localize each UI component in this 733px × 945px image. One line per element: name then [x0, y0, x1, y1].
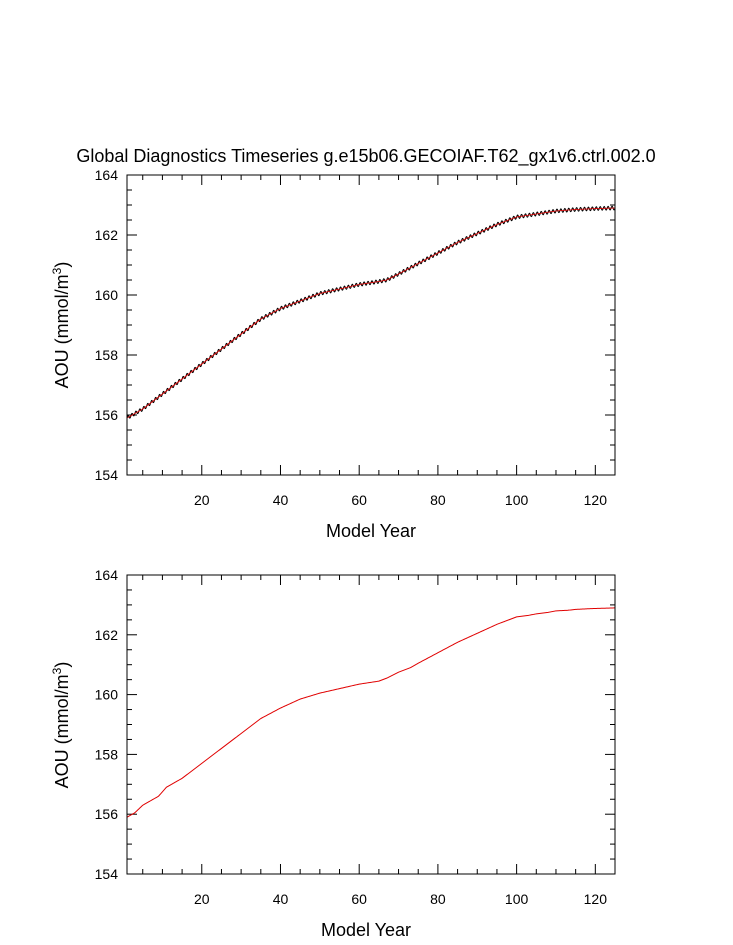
y-tick-label: 162	[95, 627, 119, 643]
x-tick-label: 80	[430, 891, 446, 907]
bottom-xtick-labels: 20 40 60 80 100 120	[194, 891, 607, 907]
x-tick-label: 80	[430, 492, 446, 508]
bottom-axis-ticks	[127, 574, 616, 875]
y-tick-label: 156	[95, 407, 119, 423]
bottom-series	[126, 607, 616, 818]
x-tick-label: 60	[351, 492, 367, 508]
y-tick-label: 162	[95, 227, 119, 243]
x-tick-label: 60	[351, 891, 367, 907]
y-tick-label: 160	[95, 287, 119, 303]
top-xaxis-title: Model Year	[326, 521, 416, 541]
x-tick-label: 20	[194, 492, 210, 508]
bottom-xaxis-title: Model Year	[321, 920, 411, 940]
top-xtick-labels: 20 40 60 80 100 120	[194, 492, 607, 508]
x-tick-label: 40	[273, 492, 289, 508]
y-tick-label: 158	[95, 746, 119, 762]
y-tick-label: 154	[95, 866, 119, 882]
chart-title: Global Diagnostics Timeseries g.e15b06.G…	[76, 146, 655, 167]
bottom-yaxis-title: AOU (mmol/m3)	[50, 662, 72, 789]
y-tick-label: 164	[95, 167, 119, 183]
y-tick-label: 160	[95, 687, 119, 703]
x-tick-label: 100	[505, 492, 529, 508]
top-yaxis-title: AOU (mmol/m3)	[50, 262, 72, 389]
top-series	[126, 205, 616, 419]
bottom-panel: 154 156 158 160 162 164 20 40 60 80 100 120 Model …	[50, 567, 616, 940]
top-ytick-labels: 154 156 158 160 162 164	[95, 167, 119, 483]
top-panel: 154 156 158 160 162 164 20 40 60 80 100 120 Model …	[50, 167, 616, 541]
y-tick-label: 156	[95, 806, 119, 822]
y-tick-label: 164	[95, 567, 119, 583]
top-plot-frame	[126, 174, 616, 476]
x-tick-label: 120	[584, 891, 608, 907]
bottom-ytick-labels: 154 156 158 160 162 164	[95, 567, 119, 882]
y-tick-label: 158	[95, 347, 119, 363]
annual-series-line	[126, 607, 616, 818]
top-axis-ticks	[127, 174, 616, 476]
x-tick-label: 20	[194, 891, 210, 907]
monthly-series-line	[126, 205, 616, 419]
x-tick-label: 120	[584, 492, 608, 508]
bottom-plot-frame	[126, 574, 616, 875]
x-tick-label: 40	[273, 891, 289, 907]
y-tick-label: 154	[95, 467, 119, 483]
annual-series-line	[126, 207, 616, 419]
x-tick-label: 100	[505, 891, 529, 907]
